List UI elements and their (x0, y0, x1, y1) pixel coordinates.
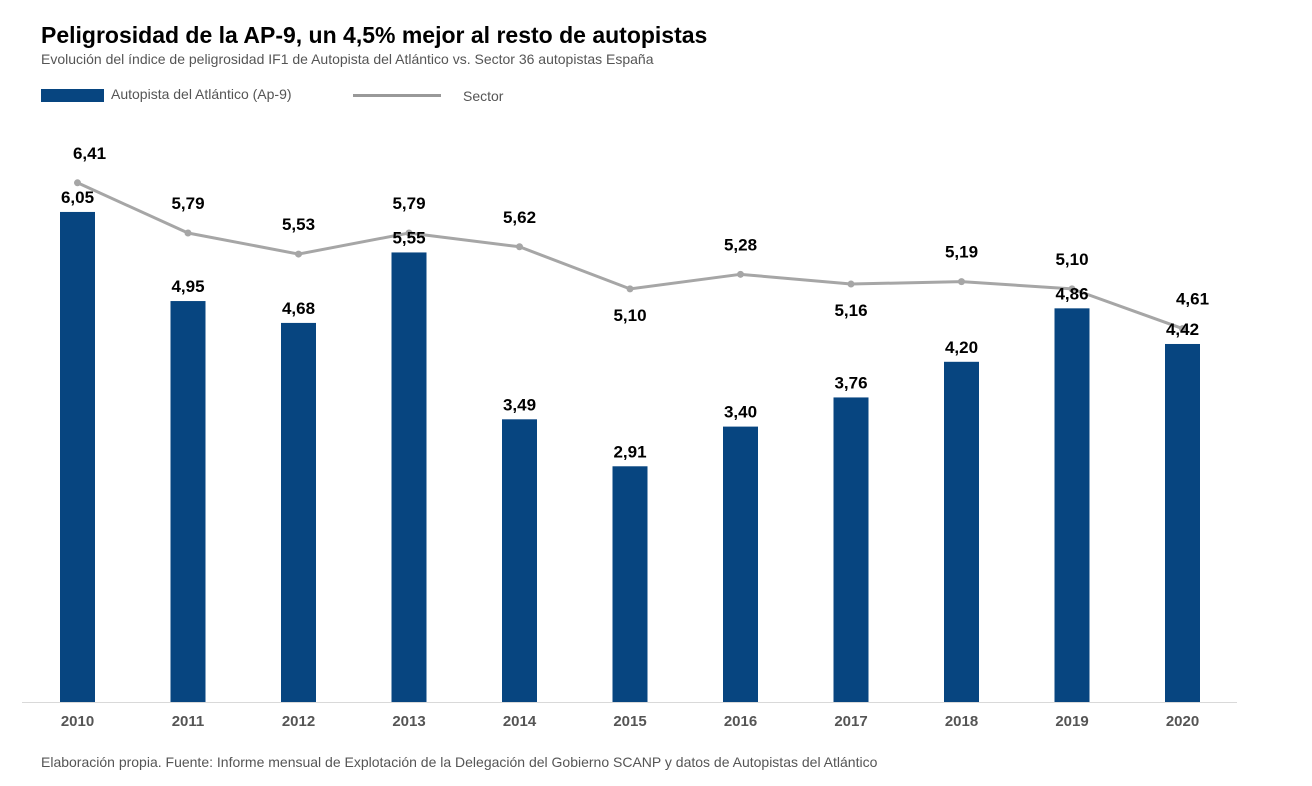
bar-2011 (170, 301, 206, 702)
sector-value-label-2019: 5,10 (1055, 250, 1088, 269)
x-tick-label-2010: 2010 (61, 713, 94, 730)
bar-2016 (723, 426, 758, 702)
bar-value-label-2012: 4,68 (282, 299, 315, 318)
sector-point-2012 (295, 250, 302, 258)
x-tick-label-2018: 2018 (945, 713, 978, 730)
x-tick-label-2011: 2011 (172, 713, 205, 730)
sector-value-label-2013: 5,79 (392, 194, 425, 213)
bar-2014 (502, 419, 537, 702)
sector-point-2019 (1068, 285, 1076, 293)
sector-value-label-2016: 5,28 (724, 235, 757, 254)
bar-2013 (391, 252, 427, 702)
sector-point-2018 (958, 278, 965, 286)
sector-point-2010 (74, 179, 81, 187)
sector-point-2017 (847, 280, 855, 288)
sector-point-2013 (405, 229, 413, 237)
bar-2019 (1054, 308, 1090, 702)
sector-value-label-2010: 6,41 (73, 144, 106, 163)
sector-point-2020 (1179, 325, 1186, 333)
legend-label-line: Sector (463, 88, 504, 104)
legend-swatch-bar (41, 89, 104, 102)
bar-value-label-2016: 3,40 (724, 403, 757, 422)
bar-2017 (833, 397, 869, 702)
bar-value-label-2011: 4,95 (171, 277, 204, 296)
bar-value-label-2013: 5,55 (392, 228, 425, 247)
bar-2015 (612, 466, 648, 702)
bar-value-label-2014: 3,49 (503, 395, 536, 414)
x-tick-label-2016: 2016 (724, 713, 757, 730)
chart-subtitle: Evolución del índice de peligrosidad IF1… (41, 51, 654, 67)
bar-2018 (944, 361, 979, 702)
legend: Autopista del Atlántico (Ap-9) Sector (41, 86, 741, 108)
x-tick-label-2014: 2014 (503, 713, 537, 730)
bar-value-label-2010: 6,05 (61, 188, 94, 207)
bar-2020 (1165, 343, 1200, 702)
bar-2012 (281, 322, 316, 702)
legend-label-bar: Autopista del Atlántico (Ap-9) (111, 86, 292, 102)
x-tick-label-2015: 2015 (613, 713, 646, 730)
x-tick-label-2012: 2012 (282, 713, 315, 730)
sector-value-label-2017: 5,16 (834, 301, 867, 320)
x-tick-label-2017: 2017 (834, 713, 867, 730)
sector-value-label-2011: 5,79 (171, 194, 204, 213)
sector-point-2015 (626, 285, 634, 293)
source-note: Elaboración propia. Fuente: Informe mens… (41, 754, 878, 770)
bar-value-label-2015: 2,91 (613, 442, 646, 461)
sector-point-2011 (184, 229, 192, 237)
bar-value-label-2020: 4,42 (1166, 320, 1199, 339)
sector-value-label-2020: 4,61 (1176, 290, 1209, 309)
legend-swatch-line (353, 94, 441, 97)
sector-value-label-2018: 5,19 (945, 243, 978, 262)
bar-value-label-2017: 3,76 (834, 373, 867, 392)
x-tick-label-2013: 2013 (392, 713, 425, 730)
x-tick-label-2020: 2020 (1166, 713, 1199, 730)
bar-value-label-2019: 4,86 (1055, 284, 1088, 303)
x-tick-label-2019: 2019 (1055, 713, 1088, 730)
bar-value-label-2018: 4,20 (945, 338, 978, 357)
sector-value-label-2014: 5,62 (503, 208, 536, 227)
bar-2010 (60, 211, 95, 702)
sector-value-label-2012: 5,53 (282, 215, 315, 234)
sector-point-2016 (737, 270, 744, 278)
sector-point-2014 (516, 243, 523, 251)
chart-title: Peligrosidad de la AP-9, un 4,5% mejor a… (41, 22, 708, 48)
sector-value-label-2015: 5,10 (613, 306, 646, 325)
